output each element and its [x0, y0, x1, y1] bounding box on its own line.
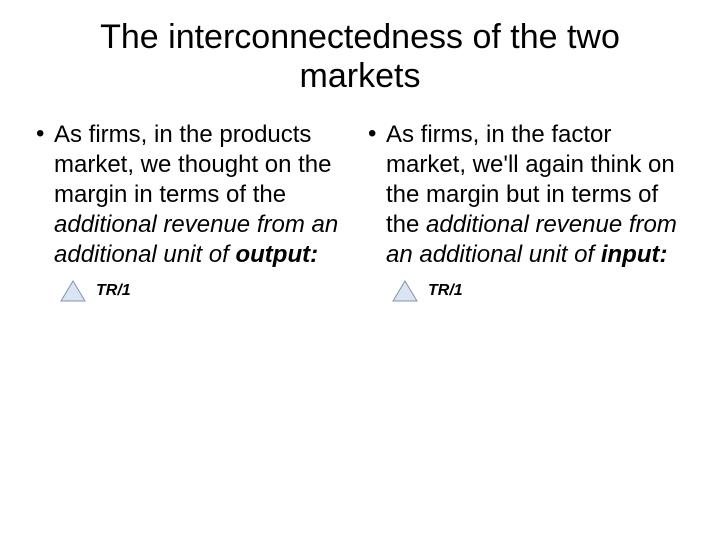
two-column-layout: • As firms, in the products market, we t… [36, 120, 684, 302]
bullet-dot-icon: • [368, 120, 386, 148]
triangle-up-icon [392, 280, 418, 302]
bullet-text-right: As firms, in the factor market, we'll ag… [386, 120, 684, 270]
right-bold: input: [601, 241, 668, 268]
bullet-text-left: As firms, in the products market, we tho… [54, 120, 352, 270]
right-column: • As firms, in the factor market, we'll … [368, 120, 684, 302]
left-formula: TR/1 [96, 282, 131, 300]
bullet-item-right: • As firms, in the factor market, we'll … [368, 120, 684, 270]
slide-title: The interconnectedness of the two market… [36, 18, 684, 96]
bullet-dot-icon: • [36, 120, 54, 148]
left-formula-row: TR/1 [36, 280, 352, 302]
bullet-item-left: • As firms, in the products market, we t… [36, 120, 352, 270]
slide: The interconnectedness of the two market… [0, 0, 720, 540]
triangle-up-icon [60, 280, 86, 302]
left-prefix: As firms, in the products market, we tho… [54, 121, 332, 208]
left-bold: output: [235, 241, 318, 268]
left-column: • As firms, in the products market, we t… [36, 120, 352, 302]
right-formula: TR/1 [428, 282, 463, 300]
right-formula-row: TR/1 [368, 280, 684, 302]
